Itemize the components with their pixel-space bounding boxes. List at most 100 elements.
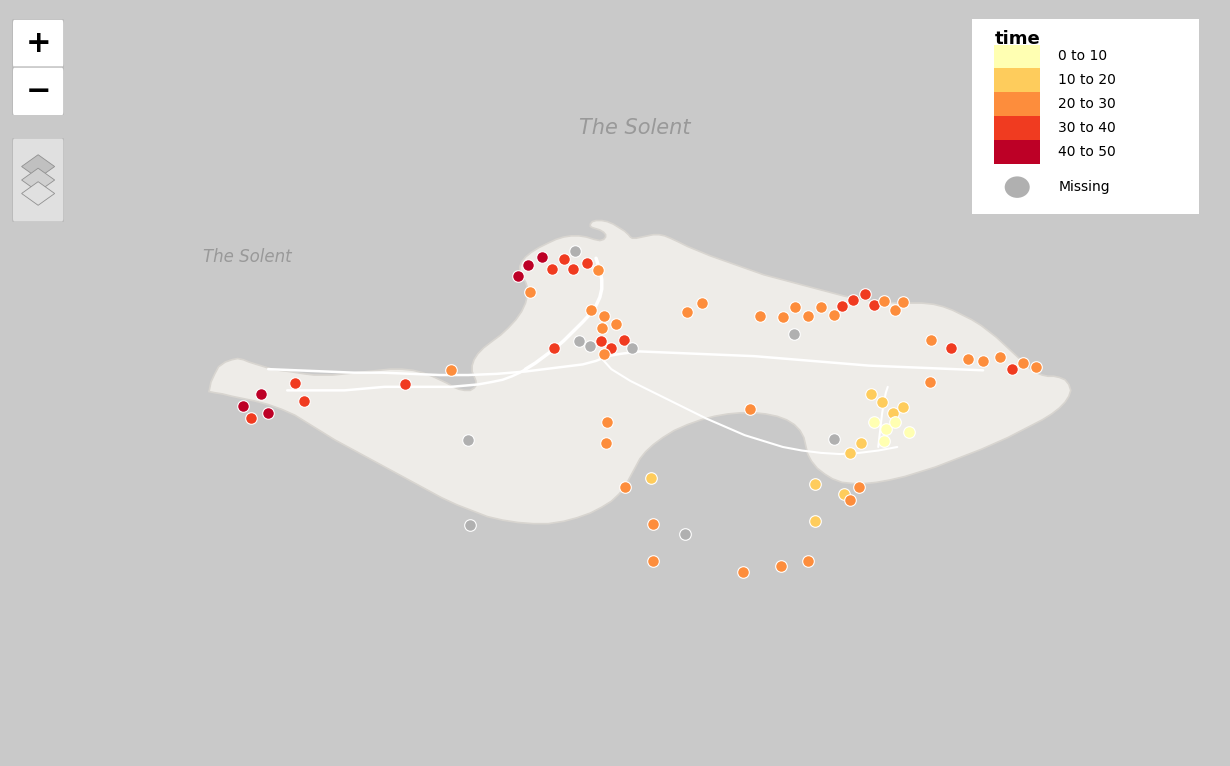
- Point: [622, 342, 642, 354]
- Point: [750, 310, 770, 322]
- Text: −: −: [26, 77, 50, 106]
- Point: [581, 339, 600, 352]
- Point: [460, 519, 480, 531]
- Point: [833, 300, 852, 313]
- Point: [642, 472, 662, 484]
- Point: [875, 435, 894, 447]
- Point: [941, 342, 961, 355]
- Point: [643, 518, 663, 530]
- Polygon shape: [22, 155, 54, 178]
- Point: [241, 411, 261, 424]
- FancyBboxPatch shape: [967, 15, 1204, 218]
- Point: [849, 481, 868, 493]
- Point: [834, 488, 854, 500]
- Point: [258, 407, 278, 419]
- Point: [396, 378, 416, 391]
- Point: [520, 286, 540, 299]
- Point: [855, 287, 875, 300]
- Point: [566, 245, 585, 257]
- Point: [840, 447, 860, 459]
- Point: [772, 311, 792, 323]
- Point: [563, 263, 583, 275]
- Point: [595, 437, 615, 450]
- Text: 40 to 50: 40 to 50: [1058, 145, 1116, 159]
- Point: [234, 400, 253, 412]
- Bar: [994, 140, 1041, 164]
- Point: [442, 364, 461, 376]
- Point: [973, 355, 993, 367]
- Point: [840, 494, 860, 506]
- Point: [990, 351, 1010, 363]
- Point: [1014, 357, 1033, 369]
- Bar: [994, 68, 1041, 92]
- Text: 20 to 30: 20 to 30: [1058, 97, 1116, 111]
- FancyBboxPatch shape: [12, 67, 64, 116]
- Point: [588, 264, 608, 277]
- Point: [544, 342, 563, 355]
- Point: [958, 352, 978, 365]
- Point: [824, 433, 844, 445]
- Point: [577, 257, 597, 269]
- Bar: [994, 92, 1041, 116]
- Point: [531, 251, 551, 264]
- Point: [614, 333, 633, 345]
- Point: [1027, 361, 1047, 373]
- Point: [733, 566, 753, 578]
- Point: [615, 481, 635, 493]
- Point: [554, 254, 573, 266]
- Point: [459, 434, 478, 446]
- Point: [786, 301, 806, 313]
- Point: [899, 426, 919, 438]
- Polygon shape: [22, 182, 54, 205]
- Polygon shape: [22, 169, 54, 192]
- Point: [675, 529, 695, 541]
- Point: [875, 295, 894, 307]
- Point: [594, 348, 614, 360]
- Point: [844, 293, 863, 306]
- Point: [582, 304, 601, 316]
- Point: [508, 270, 528, 282]
- Text: 30 to 40: 30 to 40: [1058, 121, 1116, 135]
- Circle shape: [1005, 176, 1030, 198]
- Point: [921, 333, 941, 345]
- Point: [785, 328, 804, 340]
- Point: [920, 376, 940, 388]
- Point: [872, 396, 892, 408]
- Point: [861, 388, 881, 400]
- Point: [886, 416, 905, 428]
- Point: [806, 477, 825, 489]
- Point: [594, 310, 614, 322]
- Point: [851, 437, 871, 450]
- Point: [806, 516, 825, 528]
- Point: [886, 304, 905, 316]
- Point: [519, 259, 539, 271]
- Point: [883, 407, 903, 419]
- Point: [592, 322, 611, 334]
- Bar: [994, 116, 1041, 140]
- Point: [542, 263, 562, 275]
- Point: [643, 555, 663, 568]
- Point: [251, 388, 271, 400]
- Point: [294, 394, 314, 407]
- Point: [598, 416, 617, 428]
- Point: [569, 335, 589, 347]
- FancyBboxPatch shape: [12, 19, 64, 68]
- Point: [798, 310, 818, 322]
- Point: [676, 306, 696, 318]
- Point: [876, 423, 895, 435]
- Text: The Solent: The Solent: [579, 119, 691, 139]
- Point: [865, 300, 884, 312]
- Bar: [994, 44, 1041, 68]
- Point: [606, 318, 626, 330]
- Text: time: time: [994, 30, 1041, 48]
- Text: 10 to 20: 10 to 20: [1058, 74, 1116, 87]
- Point: [771, 560, 791, 572]
- Text: The Solent: The Solent: [203, 248, 292, 266]
- Polygon shape: [209, 221, 1071, 524]
- Point: [692, 297, 712, 309]
- Point: [590, 335, 610, 347]
- Point: [798, 555, 818, 568]
- Text: +: +: [26, 29, 50, 58]
- Point: [893, 401, 913, 413]
- FancyBboxPatch shape: [12, 138, 64, 222]
